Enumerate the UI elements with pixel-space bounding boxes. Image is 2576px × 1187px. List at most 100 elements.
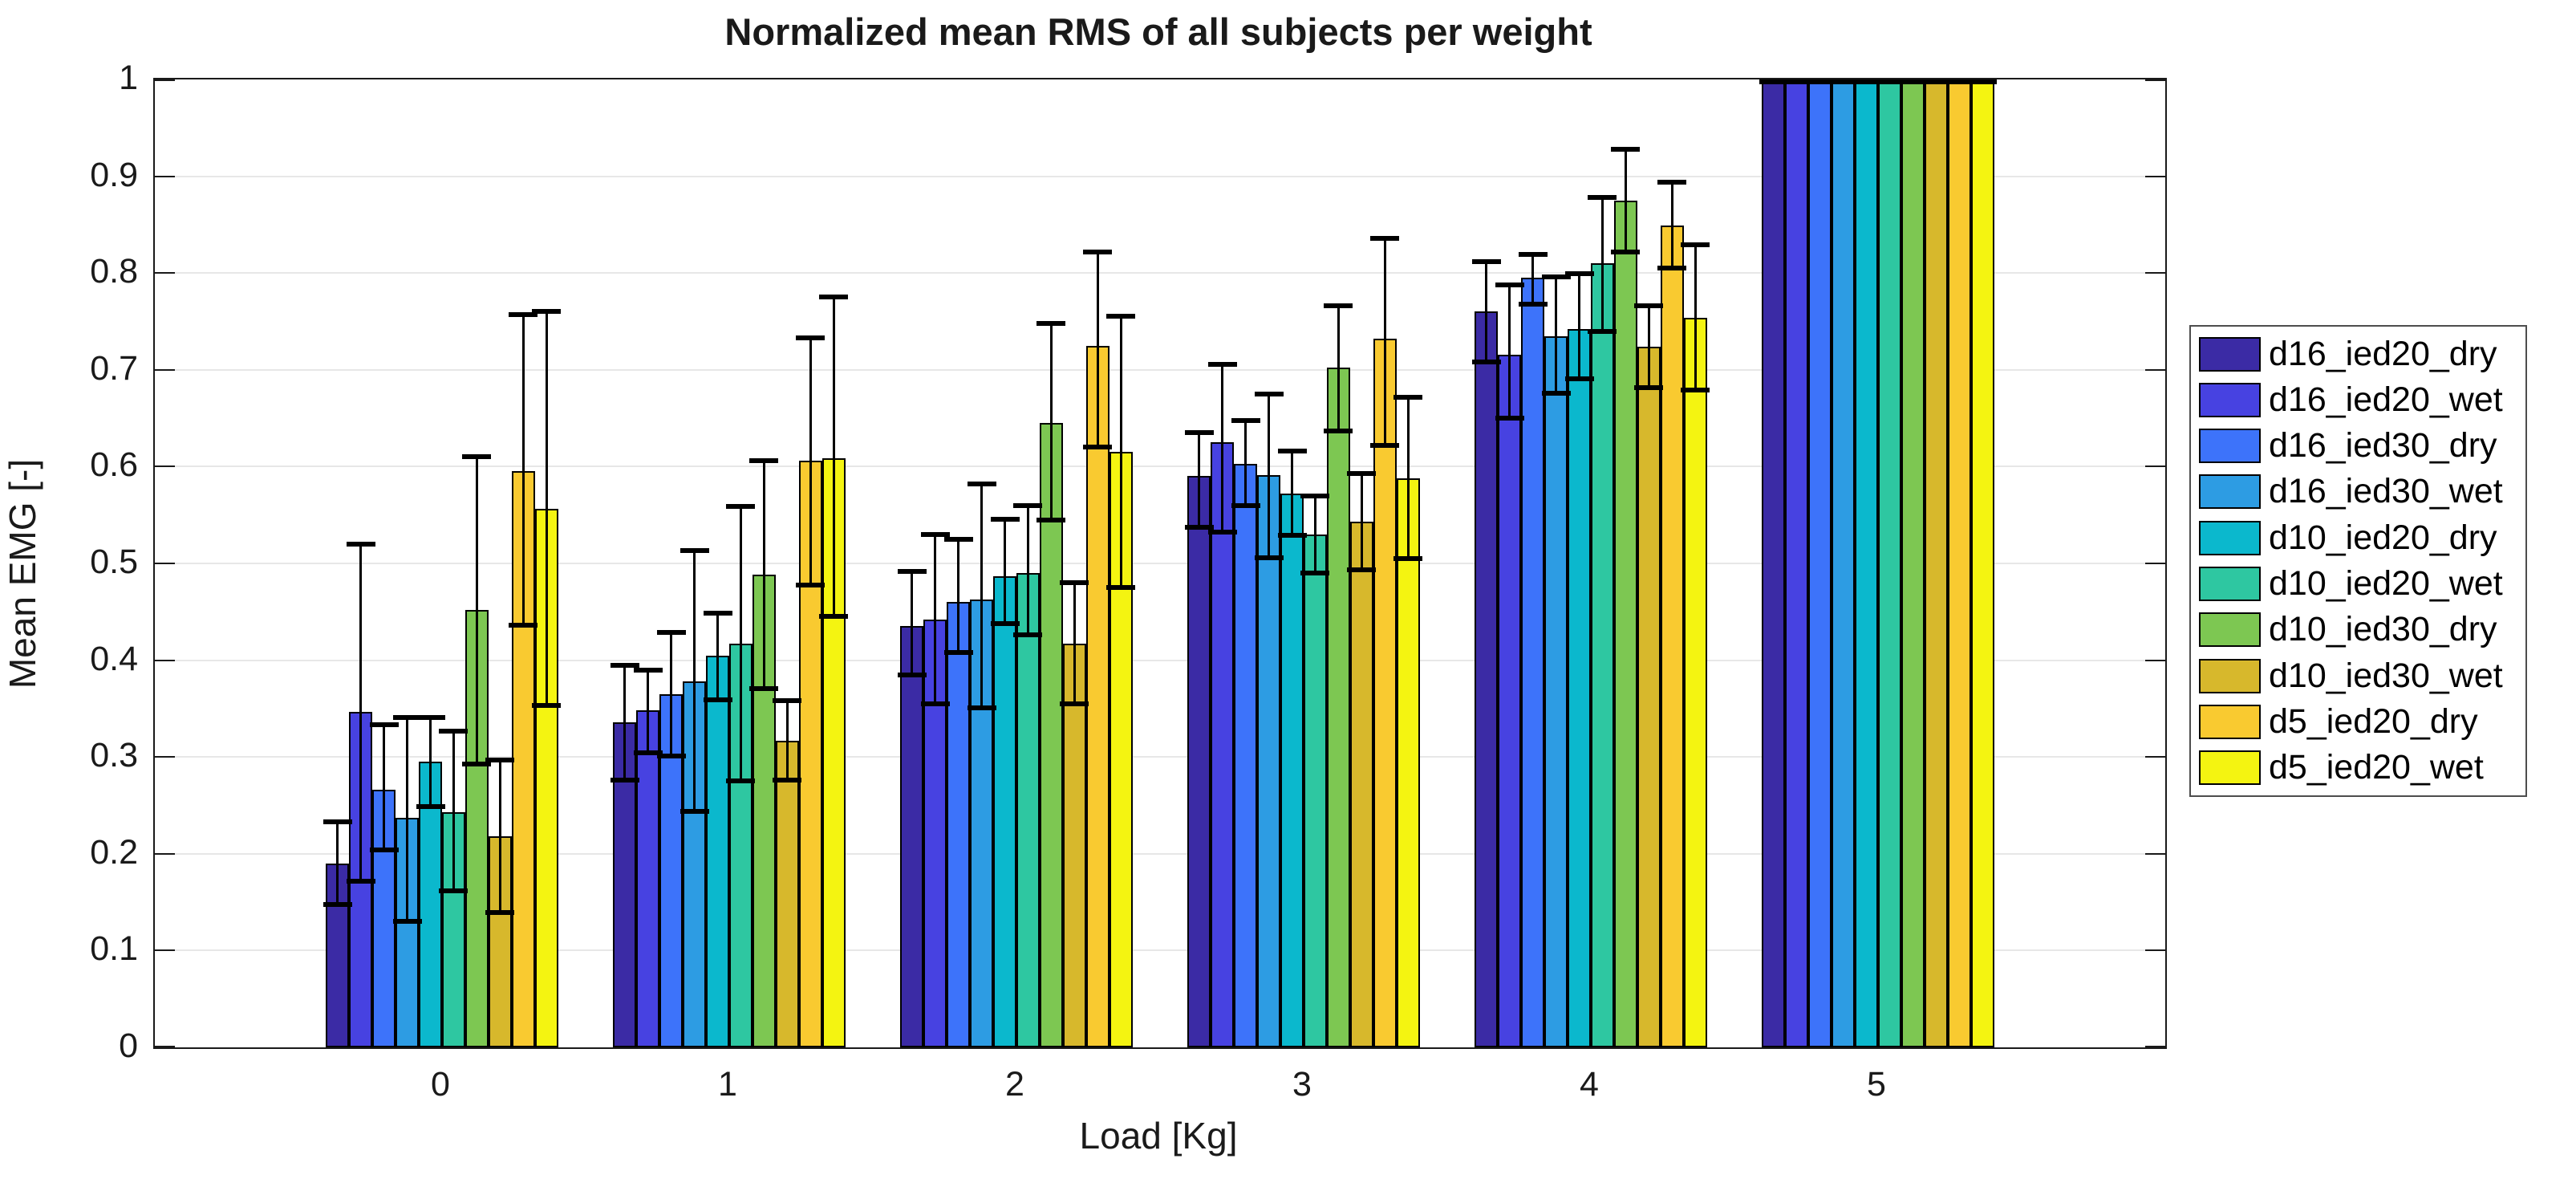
error-bar-line (545, 311, 548, 706)
error-bar-line (1244, 420, 1247, 506)
error-bar-cap (532, 309, 562, 315)
error-bar-line (1268, 393, 1270, 558)
bar-d10_ied30_dry-load2 (1039, 423, 1063, 1047)
bar-d10_ied20_wet-load3 (1304, 534, 1327, 1047)
y-gridline (155, 272, 2165, 274)
error-bar-line (716, 612, 719, 701)
error-bar-line (1485, 261, 1487, 363)
error-bar-cap (509, 623, 538, 628)
error-bar-cap (1036, 320, 1066, 326)
error-bar-cap (1277, 449, 1307, 454)
error-bar-cap (416, 714, 445, 720)
error-bar-cap (1324, 303, 1353, 309)
error-bar-line (762, 461, 765, 689)
error-bar-line (336, 822, 339, 904)
error-bar-cap (1036, 517, 1066, 522)
error-bar-cap (679, 808, 709, 814)
x-tick-label: 0 (431, 1065, 450, 1104)
error-bar-line (1508, 284, 1511, 419)
error-bar-line (452, 730, 455, 891)
error-bar-line (1026, 505, 1029, 636)
bar-d5_ied20_dry-load2 (1085, 345, 1110, 1047)
y-tick-mark (2145, 79, 2165, 81)
legend-item-d10_ied20_wet: d10_ied20_wet (2199, 566, 2517, 603)
bar-d10_ied20_dry-load4 (1568, 329, 1591, 1047)
error-bar-cap (897, 568, 927, 574)
error-bar-cap (703, 697, 732, 703)
bar-d5_ied20_wet-load4 (1683, 317, 1707, 1047)
bar-d10_ied20_wet-load5 (1878, 79, 1901, 1047)
error-bar-line (911, 571, 913, 675)
error-bar-cap (1083, 445, 1113, 450)
error-bar-cap (1231, 502, 1260, 508)
bar-d10_ied30_dry-load5 (1901, 79, 1925, 1047)
error-bar-line (980, 484, 983, 708)
y-tick-mark (2145, 175, 2165, 177)
y-tick-label: 0.1 (90, 929, 138, 969)
bar-d16_ied20_dry-load3 (1187, 476, 1211, 1047)
error-bar-cap (819, 295, 849, 300)
x-tick-label: 5 (1867, 1065, 1886, 1104)
bar-d5_ied20_wet-load5 (1970, 79, 1994, 1047)
error-bar-cap (1300, 571, 1330, 576)
error-bar-cap (1588, 328, 1617, 334)
y-tick-mark (2145, 368, 2165, 371)
bar-d16_ied30_dry-load2 (947, 602, 970, 1047)
legend-item-d10_ied20_dry: d10_ied20_dry (2199, 519, 2517, 556)
bar-d16_ied30_wet-load5 (1832, 79, 1855, 1047)
error-bar-line (785, 701, 789, 781)
error-bar-line (934, 534, 936, 704)
error-bar-cap (485, 757, 515, 762)
y-tick-mark (155, 852, 175, 855)
legend-label: d10_ied20_dry (2269, 518, 2497, 557)
bar-d16_ied20_wet-load5 (1785, 79, 1808, 1047)
error-bar-line (670, 632, 672, 756)
error-bar-cap (1541, 390, 1571, 396)
error-bar-cap (1657, 266, 1687, 271)
bar-d16_ied20_dry-load5 (1762, 79, 1785, 1047)
y-tick-mark (155, 1046, 175, 1047)
plot-area (153, 78, 2167, 1049)
bar-d5_ied20_wet-load3 (1396, 478, 1420, 1047)
bar-d10_ied20_wet-load4 (1591, 263, 1614, 1047)
y-tick-mark (155, 756, 175, 758)
error-bar-line (1531, 254, 1534, 304)
error-bar-line (957, 539, 959, 652)
error-bar-cap (610, 778, 639, 783)
y-gridline (155, 659, 2165, 661)
legend-item-d16_ied20_wet: d16_ied20_wet (2199, 381, 2517, 418)
bar-d10_ied20_dry-load3 (1280, 494, 1304, 1047)
error-bar-cap (726, 778, 756, 784)
error-bar-cap (990, 516, 1020, 522)
error-bar-cap (1681, 388, 1710, 393)
error-bar-cap (633, 750, 663, 756)
error-bar-cap (1184, 430, 1214, 436)
error-bar-cap (485, 910, 515, 916)
legend-swatch-d16_ied30_dry (2199, 429, 2261, 464)
legend-label: d10_ied30_dry (2269, 610, 2497, 649)
bar-d10_ied30_dry-load4 (1613, 200, 1637, 1047)
error-bar-line (1221, 364, 1223, 533)
bar-d16_ied20_wet-load3 (1211, 442, 1234, 1047)
error-bar-cap (1277, 533, 1307, 539)
bar-d10_ied30_wet-load2 (1062, 644, 1086, 1047)
error-bar-cap (1852, 79, 1881, 84)
bar-d10_ied20_dry-load2 (993, 575, 1016, 1047)
legend-item-d10_ied30_wet: d10_ied30_wet (2199, 657, 2517, 694)
bar-d10_ied20_dry-load1 (706, 655, 729, 1047)
legend-label: d5_ied20_dry (2269, 702, 2478, 742)
error-bar-cap (1634, 384, 1664, 390)
error-bar-line (1049, 323, 1053, 520)
bar-d16_ied20_wet-load1 (636, 710, 659, 1047)
legend-label: d16_ied20_dry (2269, 334, 2497, 373)
legend-item-d16_ied30_dry: d16_ied30_dry (2199, 428, 2517, 465)
y-tick-mark (155, 659, 175, 661)
error-bar-line (1694, 245, 1697, 391)
error-bar-cap (369, 722, 399, 728)
error-bar-cap (1300, 493, 1330, 498)
error-bar-cap (1207, 530, 1237, 535)
x-tick-label: 3 (1292, 1065, 1312, 1104)
legend-item-d10_ied30_dry: d10_ied30_dry (2199, 612, 2517, 648)
